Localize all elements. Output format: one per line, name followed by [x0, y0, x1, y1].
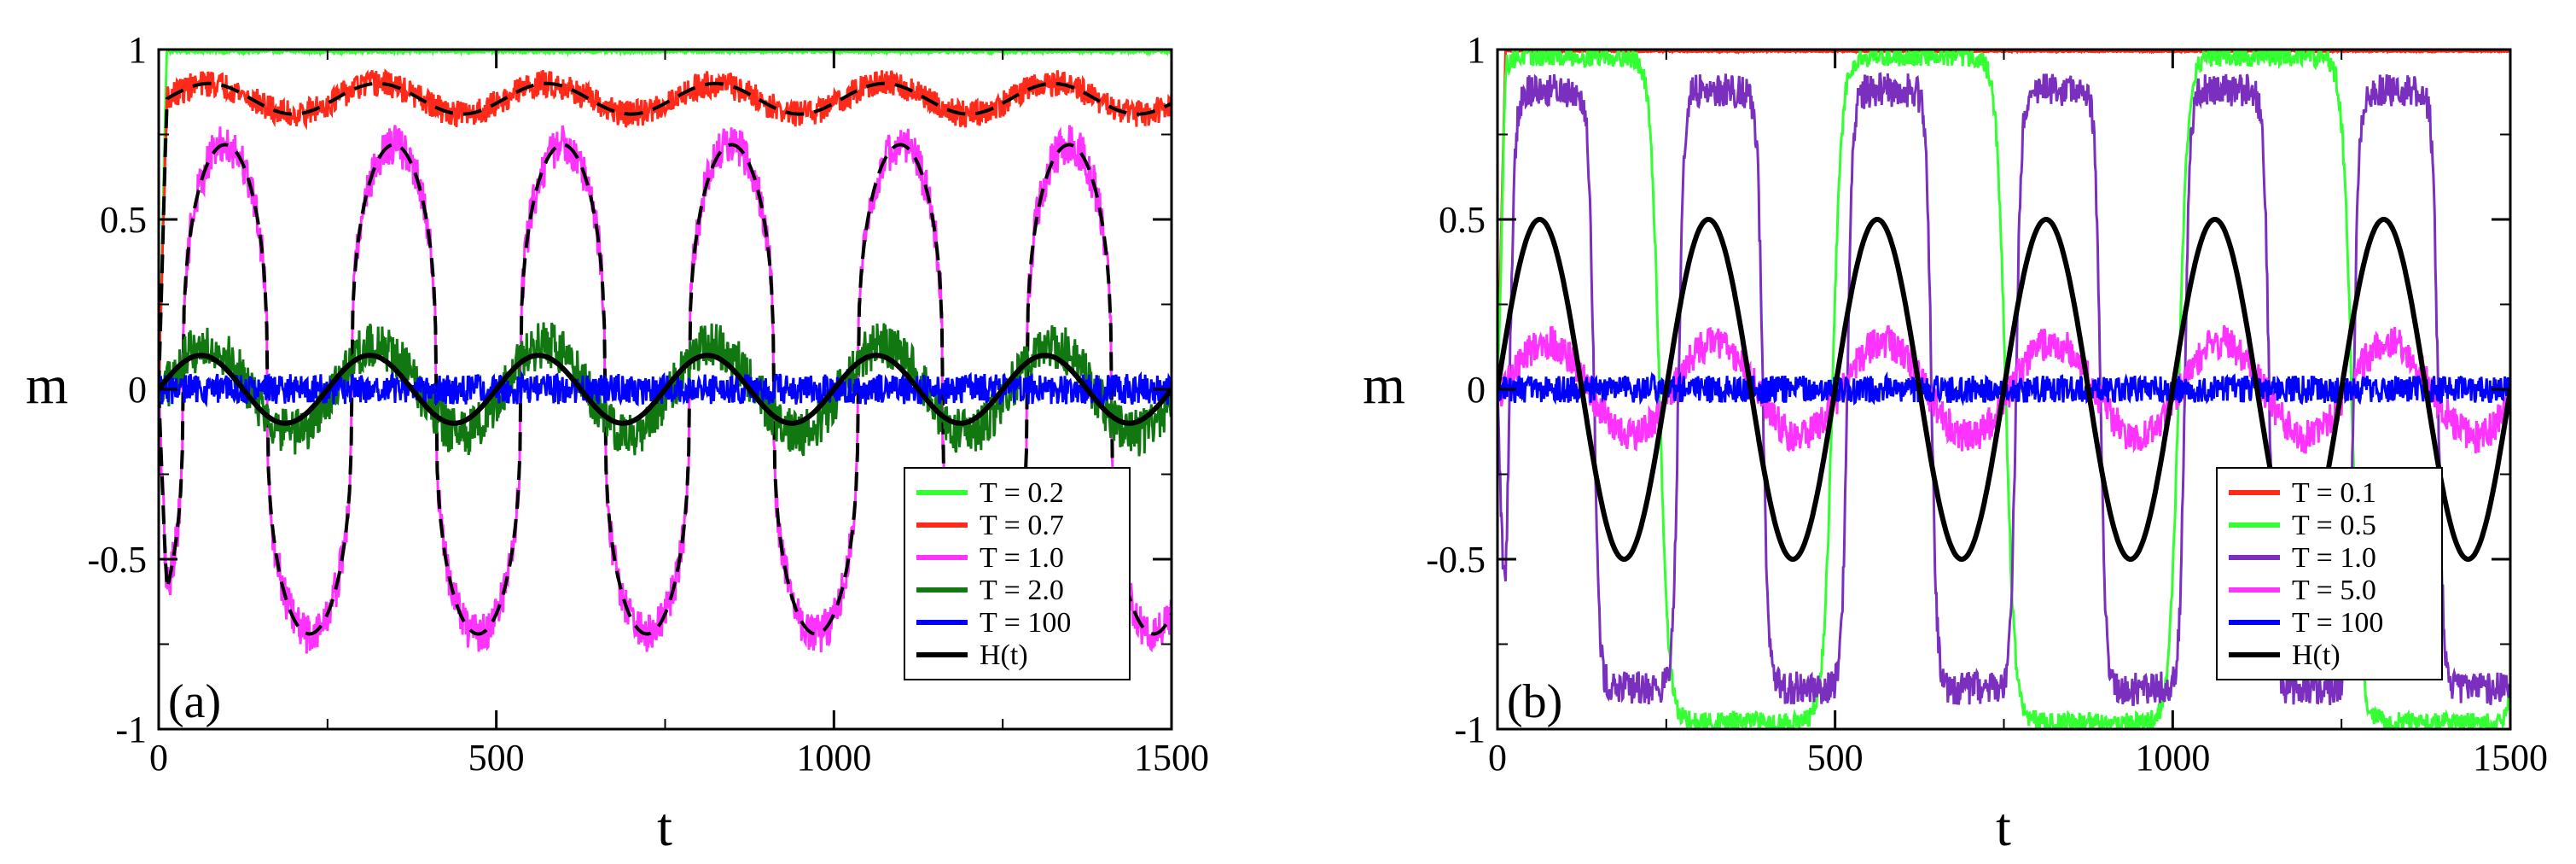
- legend-entry-t-0-2: T = 0.2: [980, 477, 1064, 509]
- panel-a-ticks: 0 500 1000 1500 -1 -0.5 0 0.5 1: [87, 29, 1209, 779]
- series-t-0-7-fit: [159, 81, 1172, 390]
- y-tick-label: -1: [115, 709, 147, 750]
- series-t-1-0-line: [1497, 72, 2510, 706]
- legend-entry-h-t: H(t): [2292, 639, 2340, 671]
- series-t-100-line: [159, 370, 1172, 409]
- x-tick-label: 1500: [2473, 737, 2548, 779]
- legend-entry-t-5-0: T = 5.0: [2292, 575, 2376, 606]
- panel-a-series-layer: [159, 50, 1172, 654]
- panel-b-ylabel: m: [1363, 354, 1405, 415]
- panel-b-label: (b): [1507, 675, 1562, 728]
- series-h-t-line: [159, 353, 1172, 426]
- legend-entry-h-t: H(t): [980, 639, 1028, 671]
- panel-a-clipped: [159, 50, 1172, 654]
- legend-entry-t-0-5: T = 0.5: [2292, 510, 2376, 541]
- legend-entry-t-1-0: T = 1.0: [980, 542, 1064, 574]
- x-tick-label: 0: [1488, 737, 1507, 779]
- panel-b-xlabel: t: [1996, 797, 2011, 857]
- legend-box: [904, 467, 1131, 680]
- panel-a-xlabel: t: [657, 797, 672, 857]
- legend-entry-t-1-0: T = 1.0: [2292, 542, 2376, 574]
- panel-a-ylabel: m: [26, 354, 68, 415]
- series-t-0-5-line: [1497, 50, 2510, 729]
- panel-a: 0 500 1000 1500-1-0.500.51 m t (a) T = 0.2T…: [26, 29, 1209, 857]
- legend-entry-t-100: T = 100: [980, 607, 1071, 639]
- series-t-0-7-line: [159, 68, 1172, 384]
- legend-entry-t-0-1: T = 0.1: [2292, 477, 2376, 509]
- series-h-t-line: [1497, 217, 2510, 562]
- x-tick-label: 0: [149, 737, 168, 779]
- y-tick-label: 0.5: [1439, 199, 1486, 241]
- x-tick-label: 1000: [796, 737, 871, 779]
- y-tick-label: 1: [1467, 29, 1486, 71]
- legend-entry-t-2-0: T = 2.0: [980, 575, 1064, 606]
- y-tick-label: 0: [1467, 369, 1486, 411]
- panel-a-label: (a): [168, 675, 221, 728]
- y-tick-label: 0: [128, 369, 147, 411]
- legend-entry-t-0-7: T = 0.7: [980, 510, 1064, 541]
- legend-box: [2216, 467, 2443, 680]
- x-tick-label: 500: [1807, 737, 1864, 779]
- y-tick-label: -0.5: [1426, 539, 1486, 581]
- y-tick-label: 0.5: [100, 199, 147, 241]
- panel-b-ticks: 0 500 1000 1500 -1 -0.5 0 0.5 1: [1426, 29, 2548, 779]
- y-tick-label: 1: [128, 29, 147, 71]
- legend-entry-t-100: T = 100: [2292, 607, 2383, 639]
- panel-b: 0 500 1000 1500-1-0.500.51 m t (b) T = 0.1T…: [1363, 29, 2548, 857]
- x-tick-label: 1500: [1134, 737, 1209, 779]
- x-tick-label: 1000: [2135, 737, 2210, 779]
- y-tick-label: -1: [1454, 709, 1486, 750]
- series-t-1-0-fit: [159, 143, 1172, 636]
- x-tick-label: 500: [468, 737, 525, 779]
- y-tick-label: -0.5: [87, 539, 147, 581]
